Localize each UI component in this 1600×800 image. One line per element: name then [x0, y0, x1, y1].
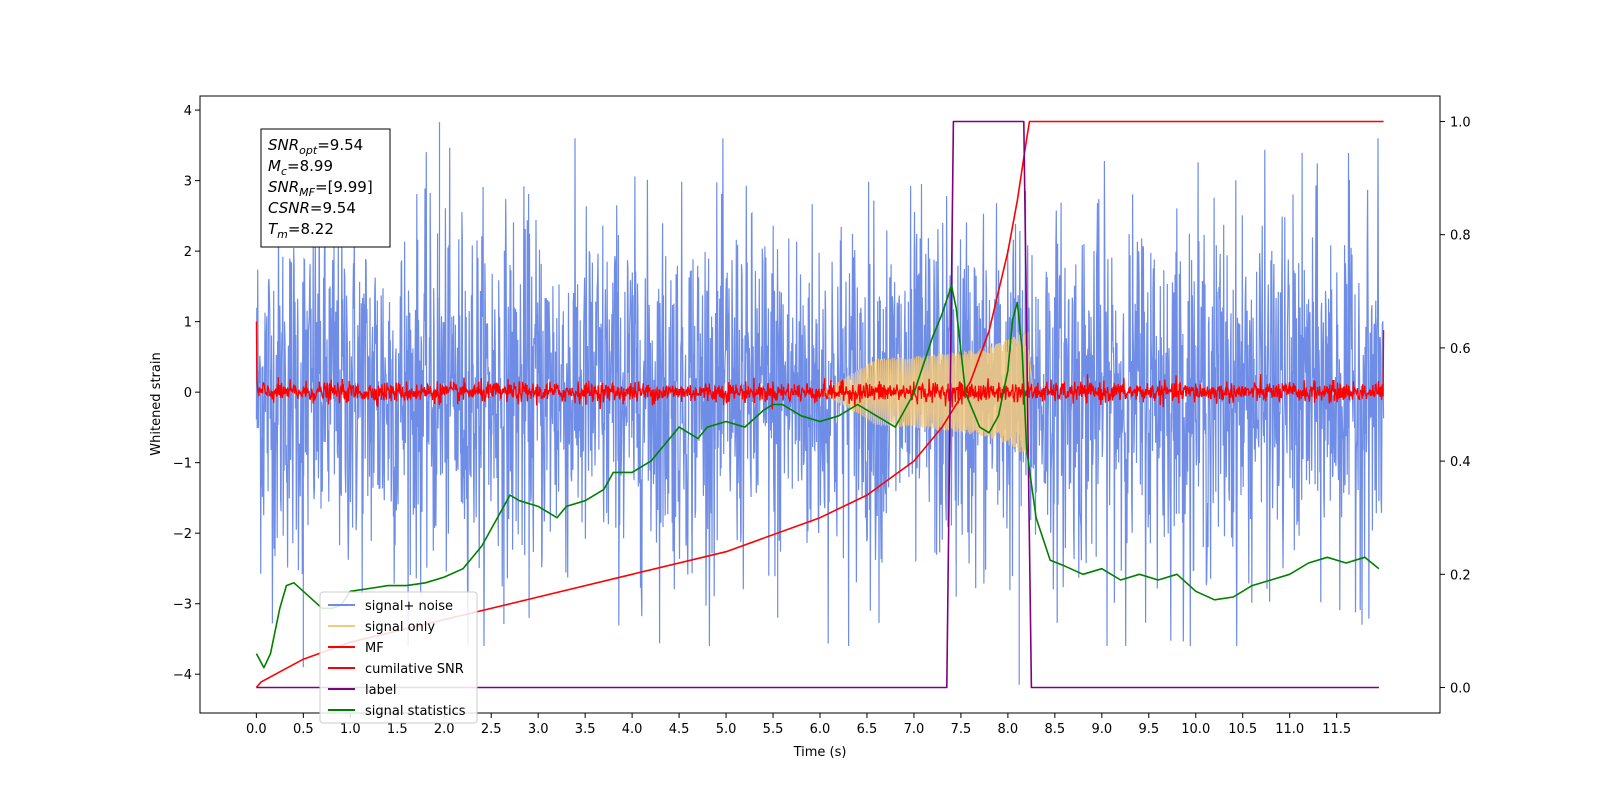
x-tick-label: 6.0: [810, 722, 831, 737]
x-tick-label: 3.0: [528, 722, 549, 737]
x-tick-label: 3.5: [575, 722, 596, 737]
legend-frame: [319, 591, 478, 724]
legend-label: signal+ noise: [365, 599, 453, 614]
y-axis-label: Whitened strain: [149, 352, 164, 455]
info-box-frame: [260, 128, 391, 248]
y-tick-label: −1: [173, 457, 192, 472]
legend-label: MF: [365, 641, 384, 656]
series-layer: [255, 120, 1385, 689]
x-tick-label: 9.5: [1138, 722, 1159, 737]
legend: signal+ noise signal only MF cumilative SNR…: [319, 591, 478, 724]
y2-tick-label: 0.4: [1450, 455, 1471, 470]
x-tick-label: 0.0: [246, 722, 267, 737]
x-tick-label: 7.5: [951, 722, 972, 737]
x-tick-label: 11.0: [1275, 722, 1304, 737]
legend-label: label: [365, 683, 396, 698]
info-box-line: SNRMF=[9.99]: [268, 178, 373, 199]
legend-label: cumilative SNR: [365, 662, 464, 677]
y2-tick-label: 0.8: [1450, 229, 1471, 244]
y2-tick-label: 0.2: [1450, 568, 1471, 583]
series-label: [256, 120, 1379, 689]
series-signal-only: [819, 332, 1034, 453]
x-tick-label: 9.0: [1091, 722, 1112, 737]
y2-tick-label: 0.0: [1450, 682, 1471, 697]
x-tick-label: 0.5: [293, 722, 314, 737]
x-tick-label: 8.0: [998, 722, 1019, 737]
info-box-line: Mc=8.99: [268, 157, 333, 178]
y-tick-label: 0: [184, 386, 192, 401]
y-tick-label: −3: [173, 598, 192, 613]
x-tick-label: 1.5: [387, 722, 408, 737]
x-axis-label: Time (s): [793, 745, 847, 760]
y2-tick-label: 1.0: [1450, 115, 1471, 130]
info-box-line: SNRopt=9.54: [268, 136, 363, 157]
series-mf: [255, 321, 1385, 410]
y-tick-label: 2: [184, 245, 192, 260]
y-tick-label: −2: [173, 527, 192, 542]
series-signal-noise: [255, 122, 1385, 685]
x-tick-label: 10.5: [1228, 722, 1257, 737]
y2-tick-label: 0.6: [1450, 342, 1471, 357]
x-tick-label: 5.0: [716, 722, 737, 737]
x-tick-label: 1.0: [340, 722, 361, 737]
y-tick-label: 1: [184, 316, 192, 331]
axes-layer: 0.0 0.5 1.0 1.5 2.0 2.5 3.0 3.5 4.0 4.5 5.0 5.5 6.0 6…: [173, 104, 1471, 737]
y-tick-label: −4: [173, 668, 192, 683]
info-box-line: Tm=8.22: [268, 220, 334, 241]
y-tick-label: 3: [184, 175, 192, 190]
y-tick-label: 4: [184, 104, 192, 119]
x-tick-label: 11.5: [1322, 722, 1351, 737]
x-tick-label: 4.0: [622, 722, 643, 737]
legend-label: signal statistics: [365, 704, 466, 719]
legend-label: signal only: [365, 620, 435, 635]
series-signal-statistics: [255, 284, 1380, 669]
x-tick-label: 2.5: [481, 722, 502, 737]
x-tick-label: 7.0: [904, 722, 925, 737]
x-tick-label: 8.5: [1045, 722, 1066, 737]
x-tick-label: 4.5: [669, 722, 690, 737]
x-tick-label: 10.0: [1181, 722, 1210, 737]
info-box-line: CSNR=9.54: [268, 199, 356, 217]
x-tick-label: 2.0: [434, 722, 455, 737]
x-tick-label: 5.5: [763, 722, 784, 737]
x-tick-label: 6.5: [857, 722, 878, 737]
